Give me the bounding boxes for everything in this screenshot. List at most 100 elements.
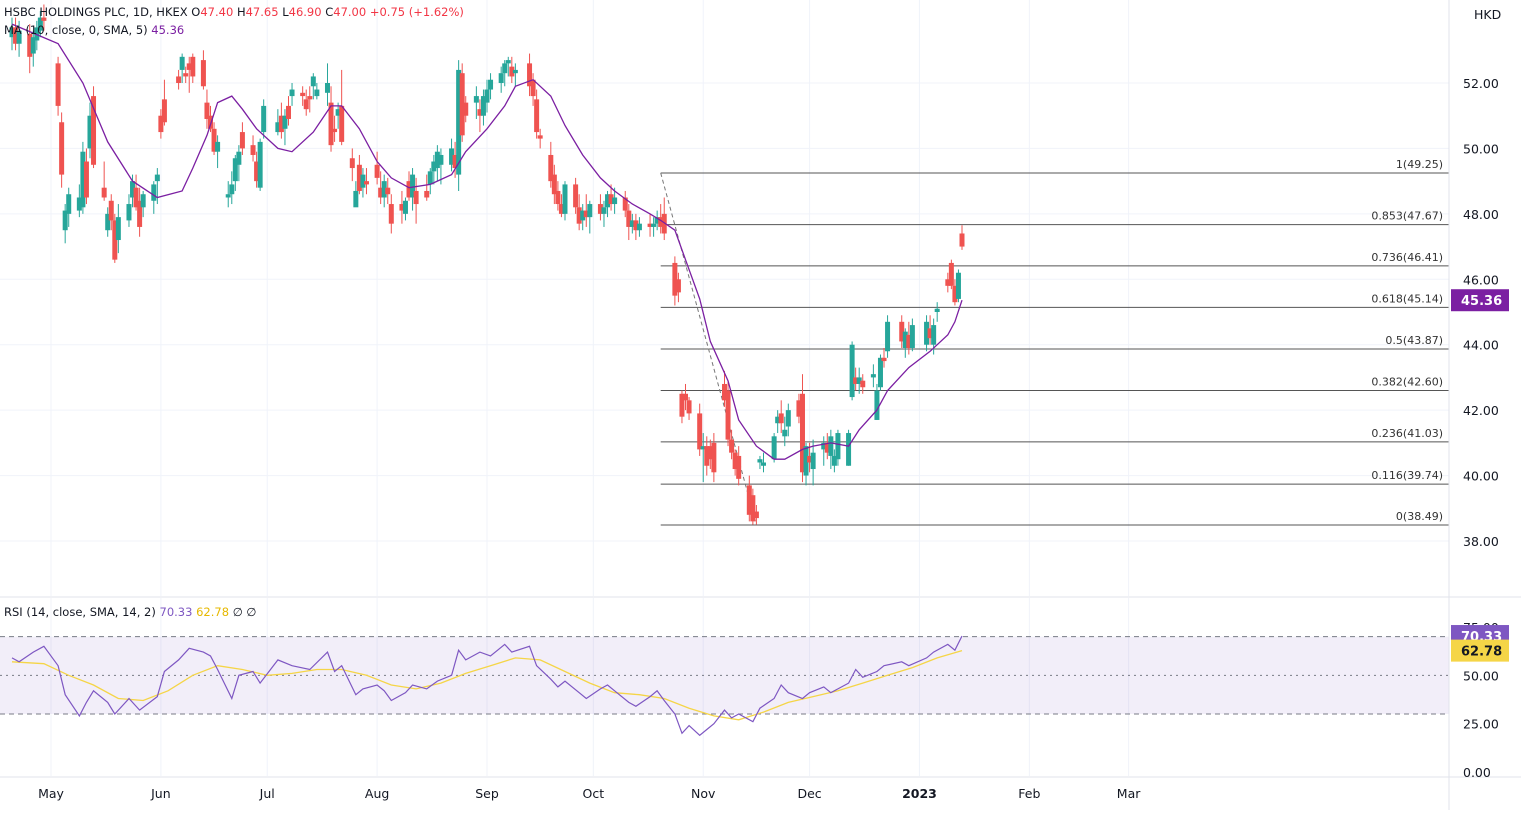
candle-body (385, 187, 391, 195)
candle (215, 135, 221, 169)
candle-body (378, 187, 384, 198)
candle-body (80, 151, 86, 208)
candle-body (846, 433, 852, 466)
candle-body (208, 115, 214, 129)
candle-body (427, 171, 433, 185)
time-tick-label: Aug (365, 786, 389, 801)
candle (679, 390, 685, 424)
candle (388, 194, 394, 234)
candle (502, 60, 508, 87)
candle (62, 204, 68, 244)
candle-body (339, 105, 345, 142)
candle-body (580, 210, 586, 221)
fib-level-label: 0.116(39.74) (1371, 469, 1443, 482)
candle-body (424, 190, 430, 198)
candle-body (261, 105, 267, 133)
candle (622, 190, 628, 218)
candle-body (686, 400, 692, 414)
candle-body (356, 164, 362, 191)
candle-body (285, 105, 291, 119)
candle (711, 433, 717, 483)
fib-level-label: 0.853(47.67) (1371, 210, 1443, 223)
candle-body (410, 174, 416, 198)
candle-body (902, 331, 908, 348)
candle (601, 200, 607, 227)
candle (580, 204, 586, 231)
candle-body (934, 308, 940, 312)
candle (782, 416, 788, 447)
ma-legend[interactable]: MA (10, close, 0, SMA, 5) 45.36 (4, 23, 184, 37)
candle-body (803, 446, 809, 476)
time-tick-label: Feb (1018, 786, 1040, 801)
candle-body (27, 33, 33, 57)
rsi-sma-value-badge-bg (1451, 639, 1509, 662)
candle (512, 63, 518, 87)
candle-body (636, 223, 642, 231)
candle (828, 429, 834, 470)
candle (186, 56, 192, 93)
candle-body (388, 204, 394, 224)
symbol-name: HSBC HOLDINGS PLC, 1D, HKEX (4, 5, 188, 19)
candle (835, 429, 841, 466)
fibonacci-retracement[interactable]: 1(49.25) 0.853(47.67) 0.736(46.41) 0.618(45… (660, 158, 1449, 526)
candle-body (810, 452, 816, 470)
candle-body (91, 96, 97, 165)
candle-body (746, 485, 752, 515)
candle-body (909, 325, 915, 348)
candle (477, 99, 483, 133)
candle (725, 380, 731, 447)
candle-body (381, 181, 387, 198)
candle (633, 213, 639, 241)
candle-body (683, 393, 689, 401)
candle-body (945, 279, 951, 286)
candle-body (59, 122, 65, 175)
candle-body (576, 207, 582, 224)
candle (736, 446, 742, 486)
candle (356, 154, 362, 195)
candle-body (821, 442, 827, 450)
candle (261, 99, 267, 139)
candle-body (679, 393, 685, 417)
close-value: 47.00 (333, 5, 367, 19)
candle (498, 66, 504, 93)
candle (551, 164, 557, 205)
rsi-legend[interactable]: RSI (14, close, SMA, 14, 2) 70.33 62.78 … (4, 605, 256, 619)
currency-label: HKD (1474, 7, 1501, 22)
fib-level-label: 0(38.49) (1396, 510, 1443, 523)
candle (289, 83, 295, 106)
candle-body (183, 73, 189, 77)
candle-body (849, 344, 855, 398)
candle (509, 56, 515, 83)
candle-body (877, 357, 883, 388)
candle (952, 279, 958, 306)
candle (488, 73, 494, 100)
time-tick-label: Sep (475, 786, 499, 801)
candle-body (34, 27, 40, 41)
candle-body (587, 204, 593, 218)
candle-body (434, 151, 440, 169)
candle (955, 269, 961, 303)
candle-body (573, 184, 579, 208)
candle-body (275, 122, 281, 133)
candle-body (406, 181, 412, 198)
candle-body (785, 410, 791, 427)
candle-body (505, 60, 511, 64)
candle (757, 455, 763, 470)
candle (707, 439, 713, 470)
candle-body (881, 357, 887, 362)
candle-body (775, 416, 781, 424)
candle-body (37, 17, 43, 31)
candle (34, 20, 40, 51)
candle (200, 50, 206, 90)
candle (537, 128, 543, 149)
candle (275, 109, 281, 136)
candle-body (239, 132, 245, 149)
candle-body (402, 200, 408, 214)
candle-body (750, 495, 756, 522)
candle (427, 168, 433, 195)
symbol-legend[interactable]: HSBC HOLDINGS PLC, 1D, HKEX O47.40 H47.6… (4, 5, 464, 19)
candle-body (176, 76, 182, 83)
candle-body (456, 69, 462, 175)
candle-body (211, 128, 217, 152)
candle (473, 86, 479, 119)
